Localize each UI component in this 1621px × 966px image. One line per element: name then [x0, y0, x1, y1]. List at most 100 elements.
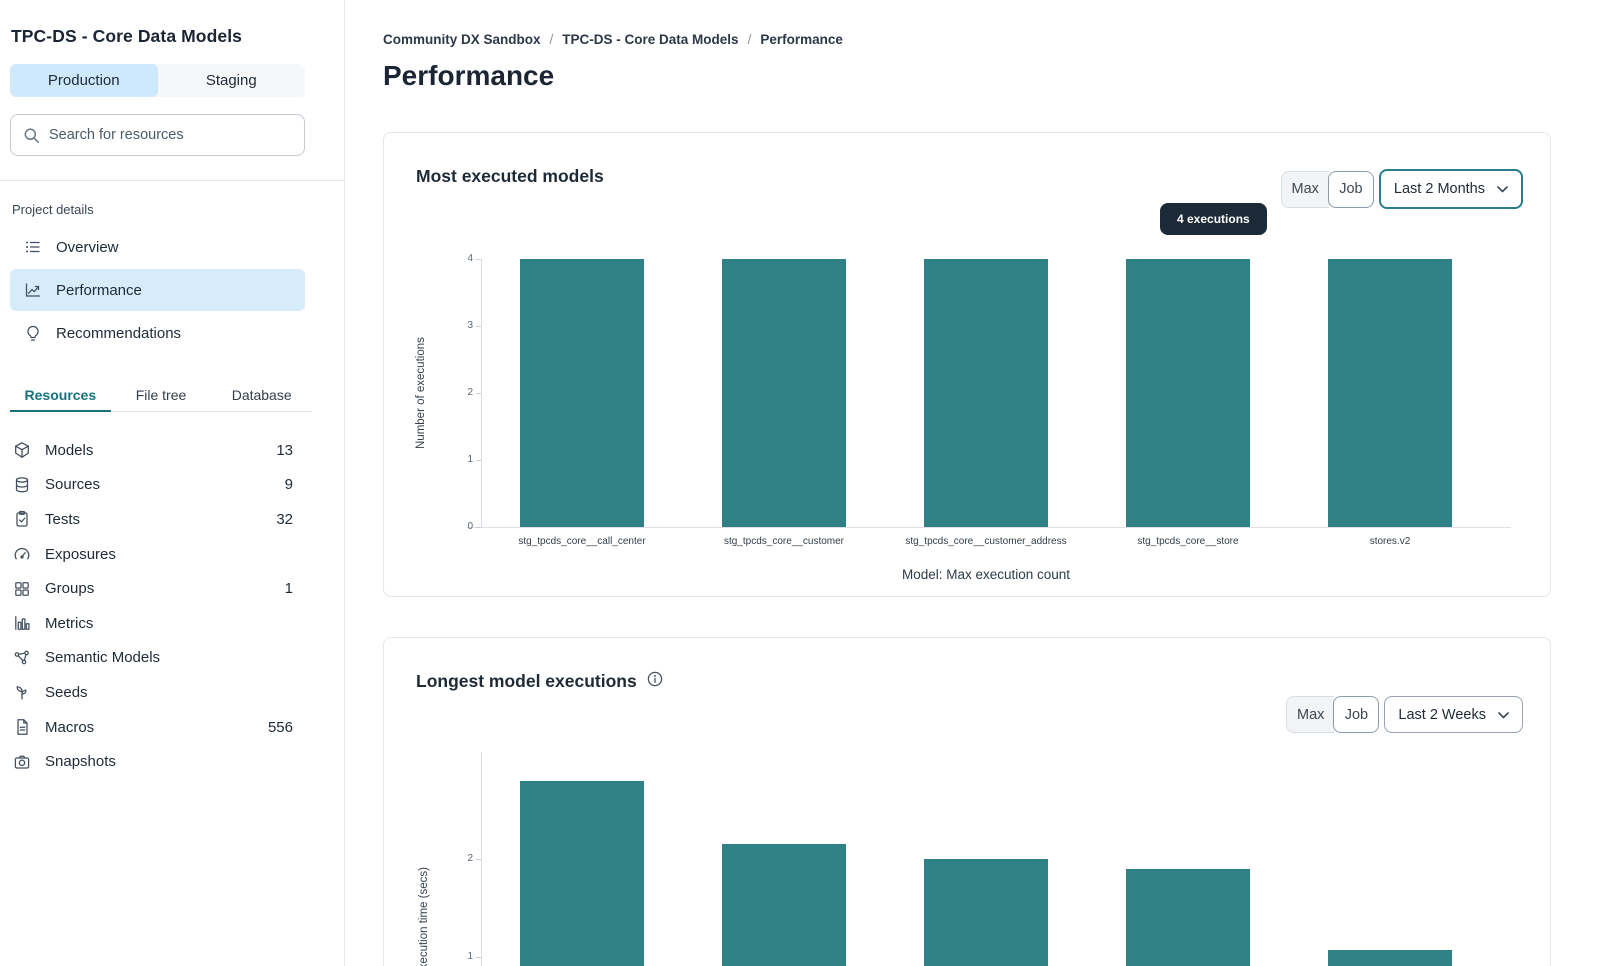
sidebar-item-recommendations[interactable]: Recommendations	[10, 312, 305, 354]
x-category-label: stg_tpcds_core__customer	[723, 536, 845, 547]
grid-icon	[13, 580, 31, 598]
y-tick-label: 1	[467, 454, 473, 465]
seedling-icon	[13, 683, 31, 701]
env-production-button[interactable]: Production	[10, 64, 158, 97]
y-tick-label: 1	[467, 951, 473, 962]
time-range-value: Last 2 Weeks	[1398, 706, 1486, 723]
resource-label: Tests	[45, 510, 81, 528]
gauge-icon	[13, 545, 31, 563]
resource-row-tests[interactable]: Tests 32	[10, 502, 305, 537]
project-title: TPC-DS - Core Data Models	[11, 26, 242, 46]
sidebar-item-overview[interactable]: Overview	[10, 226, 305, 268]
document-icon	[13, 718, 31, 736]
list-icon	[24, 238, 42, 256]
max-job-toggle: Max Job	[1280, 170, 1374, 208]
bar-stg_tpcds_core__store[interactable]	[1126, 259, 1250, 527]
breadcrumb-current-page: Performance	[760, 32, 843, 47]
breadcrumb-separator: /	[747, 32, 752, 47]
nodes-icon	[13, 649, 31, 667]
resource-label: Macros	[45, 718, 95, 736]
chevron-down-icon	[1498, 707, 1509, 723]
search-icon	[23, 127, 40, 144]
y-tick-mark	[476, 460, 481, 461]
y-tick-mark	[476, 527, 481, 528]
resource-row-macros[interactable]: Macros 556	[10, 710, 305, 745]
bar-stg_tpcds_core__customer[interactable]	[722, 259, 846, 527]
database-icon	[13, 476, 31, 494]
resource-label: Sources	[45, 476, 101, 494]
max-toggle-button[interactable]: Max	[1280, 170, 1329, 208]
resource-row-exposures[interactable]: Exposures	[10, 537, 305, 572]
bar-stg_tpcds_core__customer_address[interactable]	[924, 259, 1048, 527]
longest-model-executions-card: Longest model executions Max Job Last 2 …	[383, 637, 1551, 966]
max-toggle-button[interactable]: Max	[1286, 696, 1335, 733]
info-icon[interactable]	[647, 671, 663, 692]
bar-series-0[interactable]	[520, 780, 644, 966]
y-tick-label: 2	[467, 387, 473, 398]
resource-label: Exposures	[45, 545, 116, 563]
breadcrumb-project[interactable]: TPC-DS - Core Data Models	[562, 32, 739, 47]
env-staging-button[interactable]: Staging	[205, 72, 257, 89]
bar-series-3[interactable]	[1126, 868, 1250, 966]
environment-toggle: Production Staging	[10, 64, 305, 97]
y-tick-mark	[476, 859, 481, 860]
page-title: Performance	[383, 60, 555, 91]
resource-row-groups[interactable]: Groups 1	[10, 571, 305, 606]
sidebar-item-performance[interactable]: Performance	[10, 269, 305, 311]
tab-file-tree[interactable]: File tree	[135, 386, 187, 403]
x-axis-title: Model: Max execution count	[901, 567, 1071, 582]
y-axis-title: Execution time (secs)	[418, 867, 430, 966]
resource-count: 556	[267, 718, 293, 736]
bar-series-2[interactable]	[924, 859, 1048, 966]
breadcrumb-account[interactable]: Community DX Sandbox	[383, 32, 541, 47]
resource-row-metrics[interactable]: Metrics	[10, 606, 305, 641]
y-tick-mark	[476, 957, 481, 958]
resource-row-sources[interactable]: Sources 9	[10, 468, 305, 503]
x-category-label: stg_tpcds_core__store	[1137, 536, 1239, 547]
resource-count: 1	[284, 580, 293, 598]
y-axis-line	[481, 752, 482, 966]
resource-row-snapshots[interactable]: Snapshots	[10, 744, 305, 779]
bar-series-1[interactable]	[722, 844, 846, 966]
job-toggle-button[interactable]: Job	[1327, 170, 1374, 208]
y-tick-mark	[476, 393, 481, 394]
time-range-select[interactable]: Last 2 Weeks	[1384, 696, 1523, 733]
sidebar-tabs: Resources File tree Database	[10, 379, 312, 412]
resource-count: 9	[284, 476, 293, 494]
resource-row-semantic-models[interactable]: Semantic Models	[10, 641, 305, 676]
x-category-label: stores.v2	[1369, 536, 1411, 547]
cube-icon	[13, 441, 31, 459]
bar-stores.v2[interactable]	[1328, 259, 1452, 527]
breadcrumb: Community DX Sandbox / TPC-DS - Core Dat…	[383, 32, 1621, 47]
resource-list: Models 13 Sources 9 Tests 32	[10, 433, 305, 779]
resource-count: 32	[276, 510, 293, 528]
resource-label: Metrics	[45, 614, 94, 632]
chart-controls: Max Job Last 2 Months	[1280, 169, 1523, 209]
card-title: Most executed models	[416, 166, 604, 186]
resource-row-seeds[interactable]: Seeds	[10, 675, 305, 710]
resource-row-models[interactable]: Models 13	[10, 433, 305, 468]
card-title: Longest model executions	[416, 671, 663, 692]
chart-controls: Max Job Last 2 Weeks	[1286, 696, 1523, 733]
trend-chart-icon	[24, 281, 42, 299]
sidebar-divider	[0, 180, 345, 181]
time-range-select[interactable]: Last 2 Months	[1378, 169, 1523, 209]
y-tick-label: 3	[467, 320, 473, 331]
chevron-down-icon	[1497, 181, 1508, 197]
search-input[interactable]	[49, 127, 292, 143]
tab-database[interactable]: Database	[231, 386, 292, 403]
sidebar-item-label: Recommendations	[56, 324, 182, 342]
resource-search[interactable]	[10, 114, 305, 156]
bar-series-4[interactable]	[1328, 950, 1452, 966]
lightbulb-icon	[24, 324, 42, 342]
max-job-toggle: Max Job	[1286, 696, 1380, 733]
tab-resources[interactable]: Resources	[10, 379, 111, 412]
sidebar: TPC-DS - Core Data Models Production Sta…	[0, 0, 345, 966]
y-tick-mark	[476, 326, 481, 327]
main-content: Community DX Sandbox / TPC-DS - Core Dat…	[345, 0, 1621, 966]
job-toggle-button[interactable]: Job	[1333, 696, 1380, 733]
bar-stg_tpcds_core__call_center[interactable]	[520, 259, 644, 527]
project-details-label: Project details	[12, 202, 94, 217]
